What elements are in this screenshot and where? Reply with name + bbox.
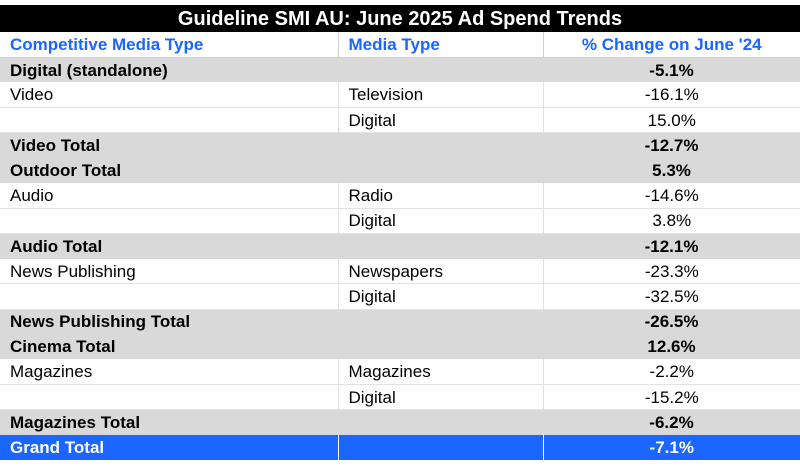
competitive-media-type-cell: Magazines Total [0,409,338,435]
percent-change-cell: -12.1% [543,233,800,259]
table-row: News Publishing Total -26.5% [0,309,800,335]
header-percent-change: % Change on June '24 [542,32,800,58]
competitive-media-type-cell: News Publishing Total [0,309,338,335]
table-row: Digital -15.2% [0,384,800,411]
media-type-cell: Radio [337,183,543,209]
header-row: Competitive Media Type Media Type % Chan… [0,32,800,58]
ad-spend-table: Guideline SMI AU: June 2025 Ad Spend Tre… [0,5,800,461]
table-row: Outdoor Total 5.3% [0,157,800,184]
percent-change-cell: -26.5% [543,309,800,335]
percent-change-cell: 3.8% [542,208,800,235]
media-type-cell: Digital [337,283,543,310]
media-type-cell [338,309,543,335]
percent-change-cell: -23.3% [542,258,800,285]
media-type-cell: Newspapers [337,258,543,285]
table-row: Digital -32.5% [0,283,800,310]
table-row: Magazines Magazines -2.2% [0,359,800,386]
competitive-media-type-cell: Audio [0,183,338,209]
percent-change-cell: -16.1% [542,82,800,109]
percent-change-cell: -5.1% [543,57,800,83]
media-type-cell [338,233,543,259]
grand-total-percent-change: -7.1% [542,435,800,461]
table-row: News Publishing Newspapers -23.3% [0,258,800,285]
competitive-media-type-cell [0,208,338,235]
competitive-media-type-cell [0,107,338,134]
competitive-media-type-cell: Magazines [0,359,338,386]
percent-change-cell: -14.6% [542,183,800,209]
table-row: Digital (standalone) -5.1% [0,57,800,83]
competitive-media-type-cell: Digital (standalone) [0,57,338,83]
media-type-cell: Television [337,82,543,109]
media-type-cell: Digital [337,107,543,134]
media-type-cell [338,132,543,158]
table-title: Guideline SMI AU: June 2025 Ad Spend Tre… [0,5,800,32]
percent-change-cell: 12.6% [543,334,800,360]
header-competitive-media-type: Competitive Media Type [0,32,338,58]
grand-total-label: Grand Total [0,435,338,461]
table-row: Cinema Total 12.6% [0,334,800,360]
competitive-media-type-cell: Cinema Total [0,334,338,360]
percent-change-cell: -6.2% [543,409,800,435]
competitive-media-type-cell: Outdoor Total [0,157,338,184]
competitive-media-type-cell: Video Total [0,132,338,158]
percent-change-cell: -12.7% [543,132,800,158]
percent-change-cell: 5.3% [543,157,800,184]
media-type-cell [338,334,543,360]
table-row: Digital 3.8% [0,208,800,235]
table-row: Digital 15.0% [0,107,800,134]
percent-change-cell: 15.0% [542,107,800,134]
competitive-media-type-cell: Video [0,82,338,109]
media-type-cell: Digital [337,208,543,235]
media-type-cell: Digital [337,384,543,411]
percent-change-cell: -32.5% [542,283,800,310]
media-type-cell [338,409,543,435]
grand-total-row: Grand Total -7.1% [0,435,800,461]
competitive-media-type-cell: News Publishing [0,258,338,285]
media-type-cell: Magazines [337,359,543,386]
competitive-media-type-cell [0,384,338,411]
media-type-cell [338,57,543,83]
grand-total-media-type-cell [337,435,543,461]
header-media-type: Media Type [337,32,543,58]
table-row: Video Total -12.7% [0,132,800,158]
percent-change-cell: -2.2% [542,359,800,386]
table-row: Audio Radio -14.6% [0,183,800,209]
table-row: Audio Total -12.1% [0,233,800,259]
table-row: Magazines Total -6.2% [0,409,800,435]
competitive-media-type-cell [0,283,338,310]
title-row: Guideline SMI AU: June 2025 Ad Spend Tre… [0,5,800,32]
percent-change-cell: -15.2% [542,384,800,411]
competitive-media-type-cell: Audio Total [0,233,338,259]
table-row: Video Television -16.1% [0,82,800,109]
media-type-cell [338,157,543,184]
